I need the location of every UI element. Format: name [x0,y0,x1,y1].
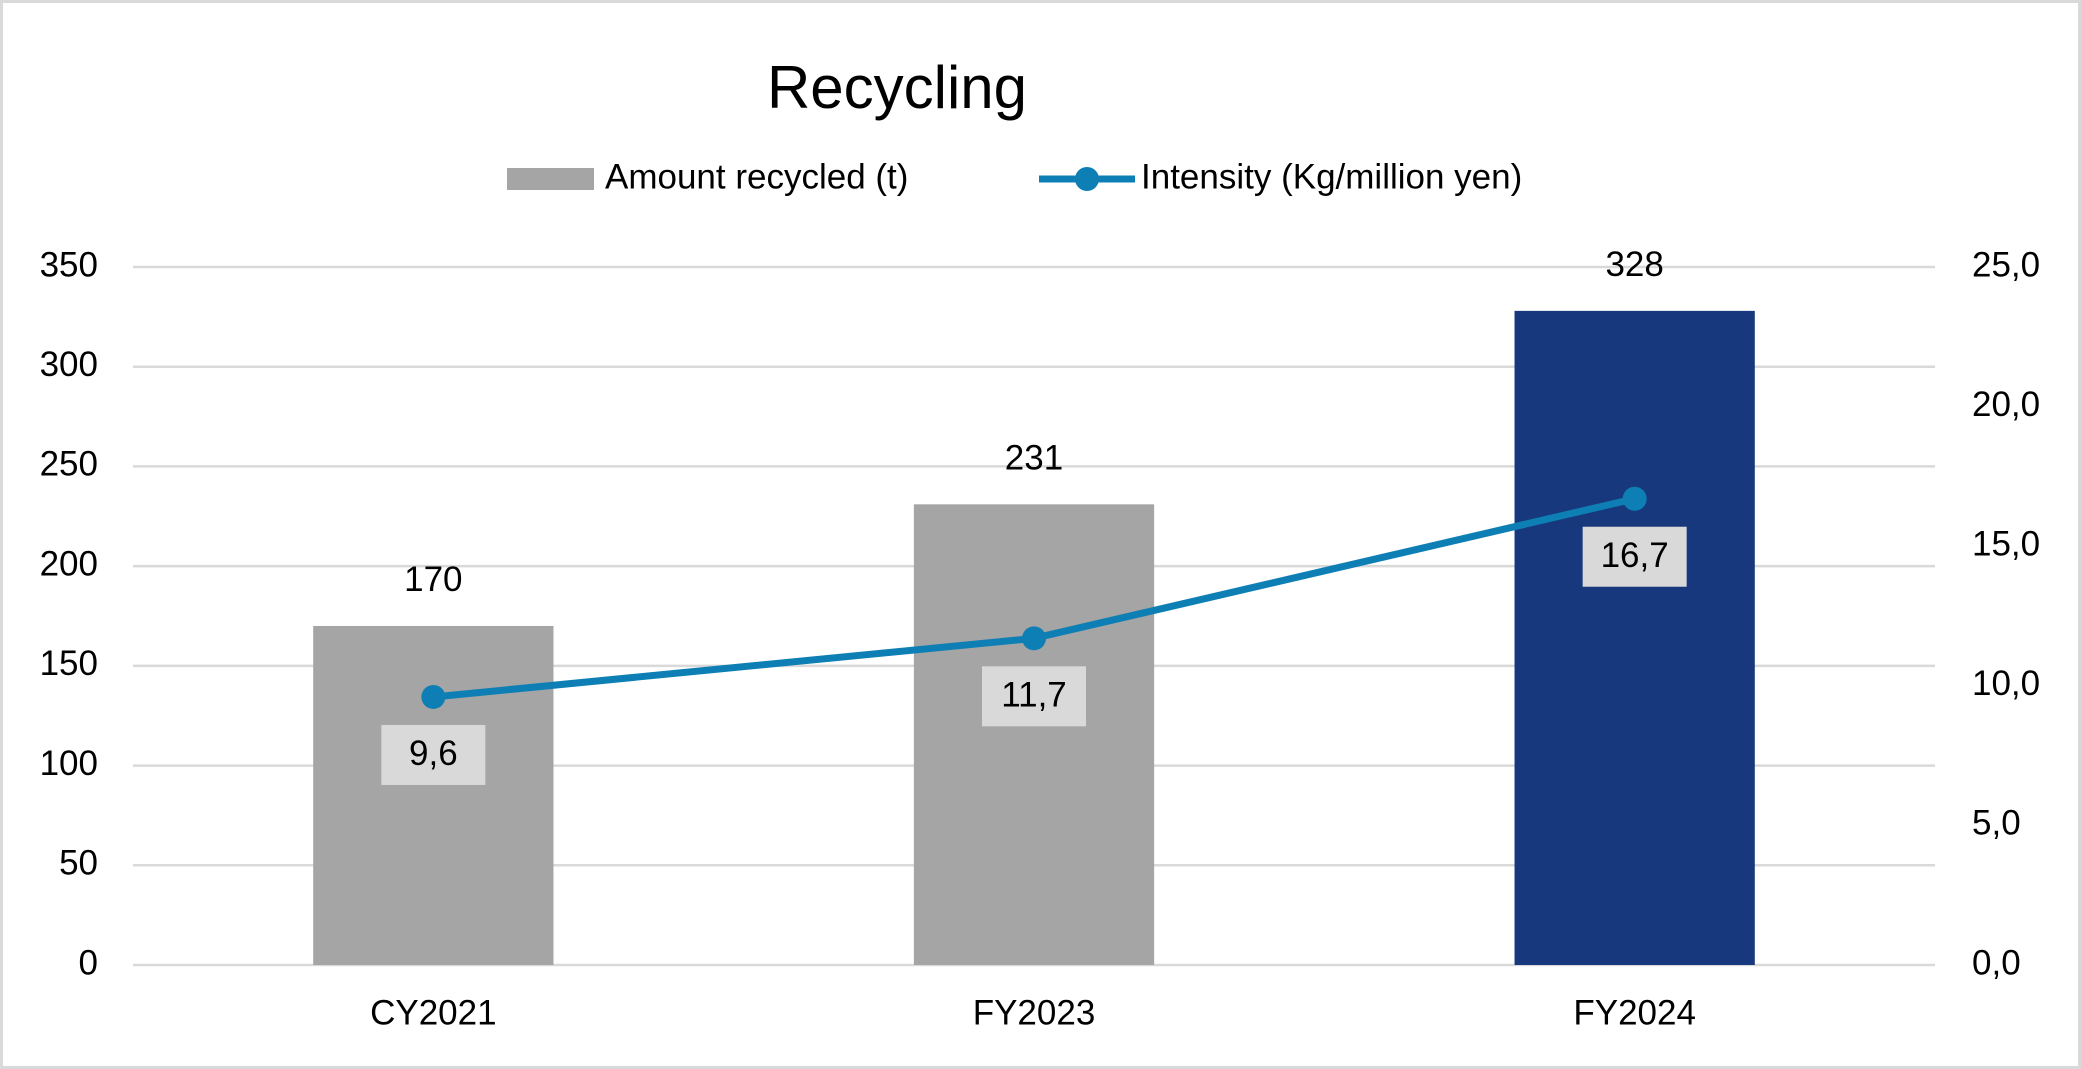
value-label-box [982,666,1086,727]
y2-tick-label: 5,0 [1972,804,2021,843]
y2-tick-label: 0,0 [1972,943,2021,982]
y-tick-label: 250 [40,445,98,484]
x-tick-label: FY2024 [1573,993,1696,1032]
bar [913,504,1155,965]
value-label-box [1582,526,1687,587]
line-value-label: 9,6 [409,734,458,773]
line-marker [421,684,446,709]
y-tick-label: 150 [40,644,98,683]
y-tick-label: 300 [40,345,98,384]
y-tick-label: 350 [40,245,98,284]
bar-value-label: 231 [1005,439,1063,478]
line-value-label: 16,7 [1601,536,1669,575]
y2-tick-label: 10,0 [1972,664,2040,703]
line-value-label: 11,7 [1001,676,1067,715]
y2-tick-label: 20,0 [1972,385,2040,424]
y-tick-label: 200 [40,544,98,583]
y-tick-label: 0 [79,943,98,982]
line-marker [1622,486,1647,511]
legend-swatch [507,168,594,190]
legend-marker [1075,167,1099,191]
bar-value-label: 170 [404,560,462,599]
legend-label: Amount recycled (t) [605,157,908,196]
legend-label: Intensity (Kg/million yen) [1141,157,1522,196]
y-tick-label: 50 [59,844,98,883]
chart-title: Recycling [767,54,1027,121]
value-label-box [381,724,486,785]
bar [313,625,554,965]
line-marker [1022,626,1046,651]
y-tick-label: 100 [40,744,98,783]
x-tick-label: FY2023 [973,993,1096,1032]
y2-tick-label: 15,0 [1972,524,2040,563]
bar-value-label: 328 [1605,245,1663,284]
bar [1514,310,1755,966]
x-tick-label: CY2021 [370,993,496,1032]
y2-tick-label: 25,0 [1972,245,2040,284]
